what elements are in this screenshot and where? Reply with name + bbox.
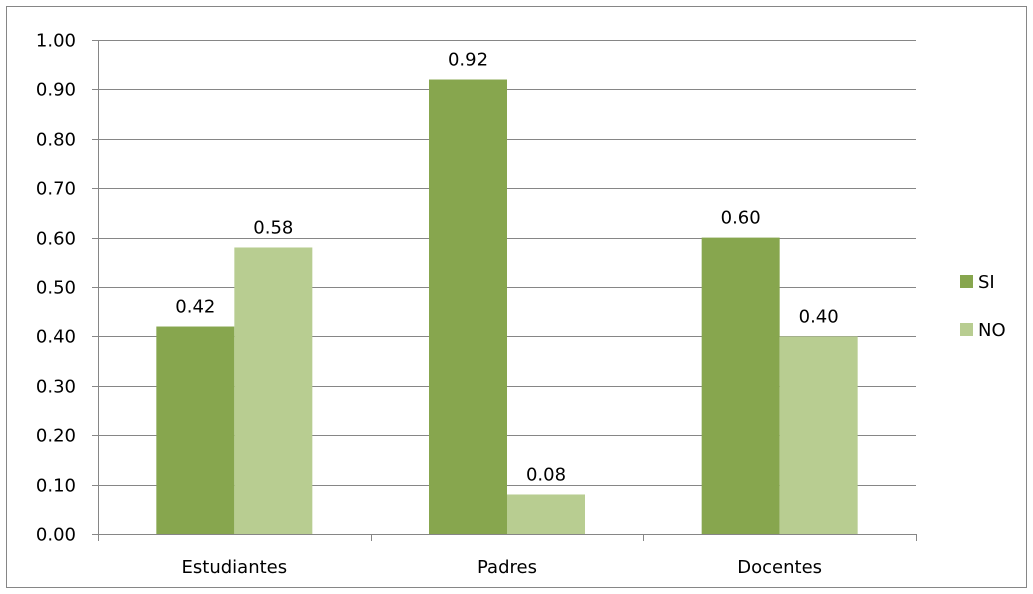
y-tick-label: 0.50 (36, 278, 76, 299)
y-tick-label: 0.10 (36, 476, 76, 497)
data-label: 0.58 (253, 217, 293, 238)
y-tick-label: 0.80 (36, 130, 76, 151)
data-label: 0.42 (175, 297, 215, 318)
y-tick-label: 0.20 (36, 426, 76, 447)
x-tick-label: Docentes (737, 557, 822, 578)
legend-swatch-si (960, 275, 973, 288)
legend-label-si: SI (978, 272, 995, 293)
y-tick-label: 0.00 (36, 525, 76, 546)
y-tick-label: 0.40 (36, 327, 76, 348)
data-label: 0.08 (526, 464, 566, 485)
y-tick-label: 0.30 (36, 377, 76, 398)
legend-swatch-no (960, 323, 973, 336)
bar-no (507, 494, 585, 534)
data-label: 0.40 (799, 306, 839, 327)
y-tick-label: 0.60 (36, 229, 76, 250)
data-label: 0.92 (448, 50, 488, 71)
legend-label-no: NO (978, 320, 1006, 341)
x-tick-label: Estudiantes (182, 557, 288, 578)
bar-si (701, 237, 780, 534)
bar-si (429, 79, 507, 535)
y-tick-label: 0.70 (36, 179, 76, 200)
bar-si (156, 326, 235, 534)
y-tick-label: 0.90 (36, 80, 76, 101)
bar-no (234, 247, 313, 535)
x-tick-label: Padres (477, 557, 537, 578)
bar-no (779, 336, 858, 534)
y-tick-label: 1.00 (36, 31, 76, 52)
data-label: 0.60 (721, 208, 761, 229)
